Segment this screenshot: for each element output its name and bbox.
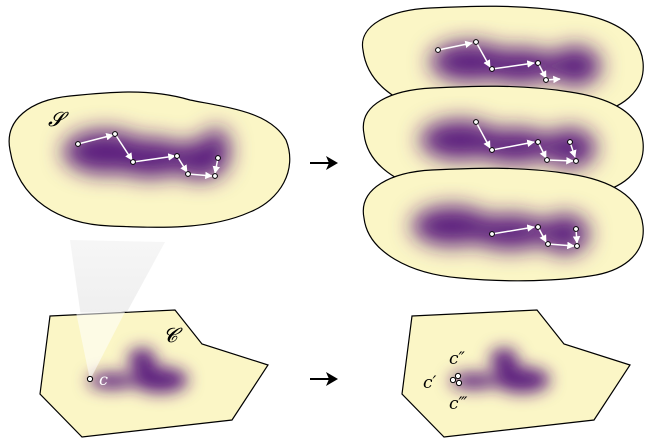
right-arrow-icon bbox=[310, 372, 338, 386]
set-s-copy-bottom bbox=[362, 167, 644, 282]
projection-cone-inner bbox=[76, 312, 125, 380]
point-c-triple-prime bbox=[455, 379, 463, 387]
set-c-region bbox=[39, 309, 269, 438]
right-arrow-icon bbox=[310, 156, 338, 170]
point-c-label: c bbox=[99, 370, 108, 389]
point-c-double-prime bbox=[454, 372, 462, 380]
point-c-triple-prime-label: c‴ bbox=[449, 394, 468, 414]
point-c bbox=[86, 375, 94, 383]
set-s-region bbox=[8, 91, 291, 228]
point-c-prime bbox=[449, 376, 457, 384]
point-c-prime-label: c′ bbox=[423, 373, 437, 393]
point-c-double-prime-label: c″ bbox=[449, 349, 466, 369]
set-c-copy-region bbox=[401, 309, 631, 438]
